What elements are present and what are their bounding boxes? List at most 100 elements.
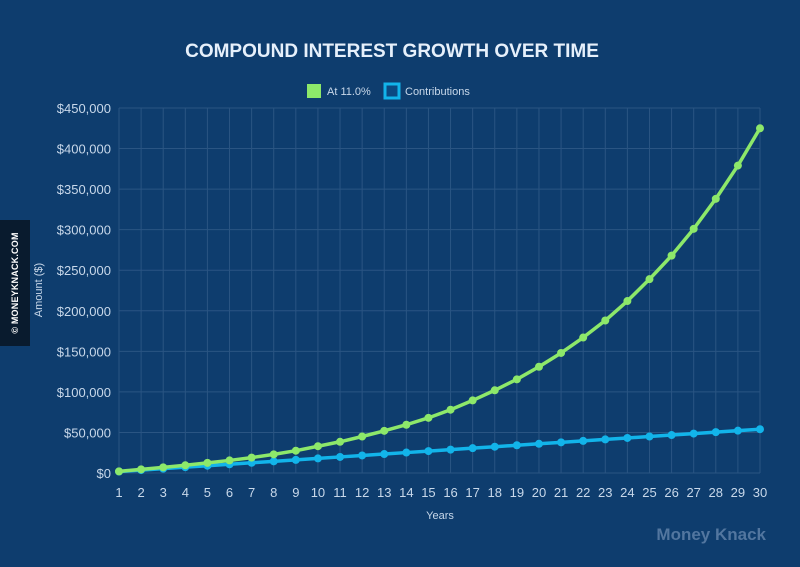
data-point [623, 433, 632, 442]
x-tick-label: 25 [642, 485, 656, 500]
series-line [117, 427, 762, 474]
x-tick-label: 11 [333, 485, 347, 500]
legend-item-0[interactable]: At 11.0% [307, 84, 371, 98]
legend[interactable]: At 11.0% Contributions [307, 82, 470, 100]
data-point [203, 458, 212, 467]
series-layer [115, 124, 764, 476]
x-axis-title: Years [426, 510, 454, 522]
data-point [424, 447, 433, 456]
x-tick-label: 16 [443, 485, 457, 500]
x-tick-label: 20 [532, 485, 546, 500]
legend-item-1[interactable]: Contributions [383, 82, 470, 100]
x-tick-label: 2 [137, 485, 144, 500]
y-axis-title: Amount ($) [33, 263, 45, 317]
x-tick-label: 14 [399, 485, 413, 500]
data-point [534, 362, 543, 371]
data-point [402, 448, 411, 457]
data-point [645, 432, 654, 441]
x-tick-label: 7 [248, 485, 255, 500]
data-point [159, 463, 168, 472]
x-tick-label: 17 [465, 485, 479, 500]
data-point [336, 452, 345, 461]
y-tick-label: $0 [97, 466, 111, 481]
data-point [358, 451, 367, 460]
data-point [446, 405, 455, 414]
data-point [689, 429, 698, 438]
data-point [380, 450, 389, 459]
data-point [269, 450, 278, 459]
data-point [115, 467, 123, 476]
x-tick-label: 21 [554, 485, 568, 500]
x-axis: 1 2 3 4 5 6 7 8 9 10 11 12 13 14 15 16 17 18 19 20 21 22 23 24 2… [115, 485, 767, 500]
x-tick-label: 9 [292, 485, 299, 500]
side-badge-text: © MONEYKNACK.COM [10, 232, 20, 334]
data-point [446, 445, 455, 454]
grid [118, 107, 761, 474]
data-point [490, 442, 499, 451]
data-point [601, 316, 610, 325]
data-point [468, 444, 477, 453]
data-point [645, 275, 654, 284]
data-point [667, 251, 676, 260]
data-point [313, 454, 322, 463]
x-tick-label: 23 [598, 485, 612, 500]
watermark-logo: Money Knack [656, 525, 766, 544]
data-point [689, 224, 698, 233]
data-point [579, 436, 588, 445]
x-tick-label: 30 [753, 485, 767, 500]
side-badge [0, 220, 30, 346]
data-point [534, 439, 543, 448]
x-tick-label: 29 [731, 485, 745, 500]
data-point [557, 438, 566, 447]
x-tick-label: 13 [377, 485, 391, 500]
data-point [313, 442, 322, 451]
x-tick-label: 5 [204, 485, 211, 500]
data-point [512, 375, 521, 384]
legend-label: Contributions [405, 86, 470, 98]
legend-swatch [383, 82, 401, 100]
x-tick-label: 6 [226, 485, 233, 500]
x-tick-label: 10 [311, 485, 325, 500]
x-tick-label: 28 [709, 485, 723, 500]
x-tick-label: 19 [510, 485, 524, 500]
data-point [711, 428, 720, 437]
data-point [756, 124, 764, 133]
data-point [468, 396, 477, 405]
data-point [269, 457, 278, 466]
data-point [336, 437, 345, 446]
data-point [711, 194, 720, 203]
y-tick-label: $350,000 [57, 182, 111, 197]
x-tick-label: 22 [576, 485, 590, 500]
data-point [733, 161, 742, 170]
x-tick-label: 4 [182, 485, 189, 500]
y-tick-label: $100,000 [57, 385, 111, 400]
data-point [380, 426, 389, 435]
legend-swatch [307, 84, 321, 98]
y-tick-label: $200,000 [57, 304, 111, 319]
data-point [601, 435, 610, 444]
data-point [424, 413, 433, 422]
x-tick-label: 12 [355, 485, 369, 500]
y-tick-label: $300,000 [57, 223, 111, 238]
y-axis: $0 $50,000 $100,000 $150,000 $200,000 $250,00… [57, 101, 111, 481]
data-point [512, 441, 521, 450]
data-point [733, 426, 742, 435]
data-point [291, 446, 300, 455]
y-tick-label: $150,000 [57, 344, 111, 359]
y-tick-label: $250,000 [57, 263, 111, 278]
data-point [247, 453, 256, 462]
data-point [623, 297, 632, 306]
data-point [557, 348, 566, 357]
x-tick-label: 3 [160, 485, 167, 500]
data-point [667, 431, 676, 440]
data-point [358, 432, 367, 441]
x-tick-label: 8 [270, 485, 277, 500]
y-tick-label: $400,000 [57, 142, 111, 157]
x-tick-label: 24 [620, 485, 634, 500]
y-tick-label: $450,000 [57, 101, 111, 116]
data-point [137, 465, 146, 474]
data-point [579, 333, 588, 342]
x-tick-label: 1 [115, 485, 122, 500]
legend-label: At 11.0% [327, 86, 371, 98]
